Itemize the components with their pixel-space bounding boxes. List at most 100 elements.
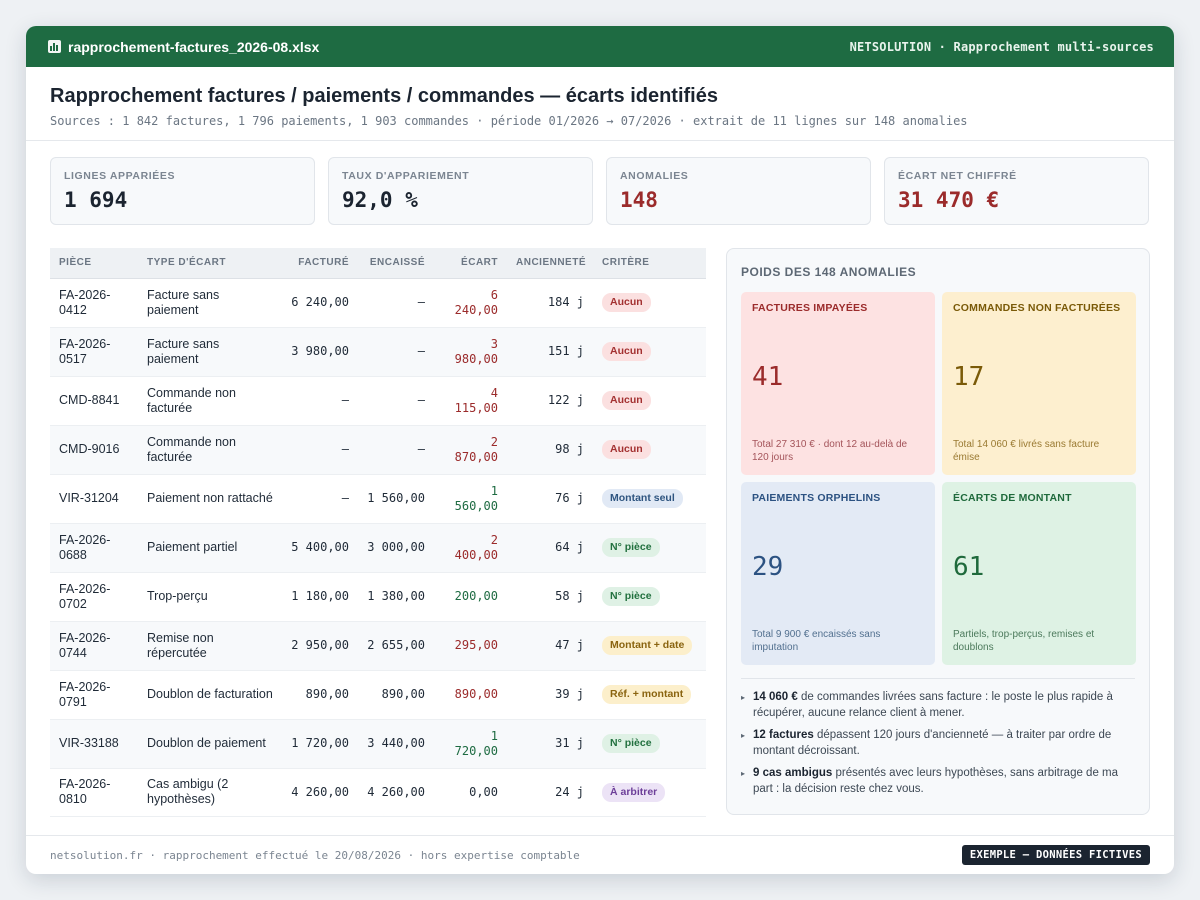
kpi-value: 148: [620, 188, 658, 212]
cell-collected: —: [358, 278, 434, 328]
insight-note: ▸ 14 060 € de commandes livrées sans fac…: [741, 690, 1135, 721]
note-emphasis: 12 factures: [753, 729, 814, 741]
sample-data-badge: EXEMPLE — DONNÉES FICTIVES: [961, 845, 1150, 865]
column-header-age[interactable]: Ancienneté: [507, 248, 593, 279]
table-row[interactable]: FA-2026-0744 Remise non répercutée 2 950,0…: [50, 621, 706, 671]
cell-type: Doublon de facturation: [138, 670, 282, 720]
kpi-card-match-rate: Taux d'appariement 92,0 %: [328, 157, 593, 225]
tile-value: 17: [953, 362, 985, 392]
column-header-gap[interactable]: Écart: [434, 248, 507, 279]
kpi-label: Lignes appariées: [64, 170, 176, 182]
tile-value: 61: [953, 552, 985, 582]
cell-piece: FA-2026-0702: [50, 572, 138, 622]
cell-gap: 0,00: [434, 768, 507, 817]
kpi-label: Taux d'appariement: [342, 170, 470, 182]
cell-piece: VIR-31204: [50, 474, 138, 524]
cell-gap: 4 115,00: [434, 376, 507, 426]
kpi-row: Lignes appariées 1 694 Taux d'appariemen…: [26, 141, 1174, 225]
criterion-badge: N° pièce: [602, 538, 660, 557]
criterion-badge: Aucun: [602, 440, 651, 459]
cell-billed: 5 400,00: [282, 523, 358, 573]
table-row[interactable]: FA-2026-0702 Trop-perçu 1 180,00 1 380,00 20…: [50, 572, 706, 622]
bullet-icon: ▸: [741, 693, 746, 702]
cell-type: Paiement partiel: [138, 523, 282, 573]
cell-criterion: Aucun: [593, 376, 706, 426]
table-row[interactable]: CMD-9016 Commande non facturée — —2 870,00 9…: [50, 425, 706, 475]
cell-criterion: À arbitrer: [593, 768, 706, 817]
tile-label: Commandes non facturées: [953, 302, 1121, 314]
tile-value: 29: [752, 552, 784, 582]
table-row[interactable]: FA-2026-0688 Paiement partiel 5 400,00 3 00…: [50, 523, 706, 573]
insight-notes: ▸ 14 060 € de commandes livrées sans fac…: [741, 678, 1135, 797]
cell-age: 47 j: [507, 621, 593, 671]
cell-criterion: Réf. + montant: [593, 670, 706, 720]
spreadsheet-window: rapprochement-factures_2026-08.xlsx NETS…: [26, 26, 1174, 874]
insight-note: ▸ 12 factures dépassent 120 jours d'anci…: [741, 728, 1135, 759]
table-row[interactable]: VIR-31204 Paiement non rattaché —1 560,00 1…: [50, 474, 706, 524]
tile-unbilled-orders: Commandes non facturées 17 Total 14 060 …: [942, 292, 1136, 475]
cell-gap: 2 400,00: [434, 523, 507, 573]
tile-orphan-payments: Paiements orphelins 29 Total 9 900 € enc…: [741, 482, 935, 665]
tile-note: Total 14 060 € livrés sans facture émise: [953, 439, 1100, 463]
cell-gap: 200,00: [434, 572, 507, 622]
cell-collected: 3 440,00: [358, 719, 434, 769]
cell-billed: 1 720,00: [282, 719, 358, 769]
table-row[interactable]: CMD-8841 Commande non facturée — —4 115,00 1…: [50, 376, 706, 426]
kpi-value: 1 694: [64, 188, 128, 212]
criterion-badge: N° pièce: [602, 587, 660, 606]
cell-age: 122 j: [507, 376, 593, 426]
tile-note: Total 27 310 € · dont 12 au-delà de 120 …: [752, 439, 908, 463]
insight-note: ▸ 9 cas ambigus présentés avec leurs hyp…: [741, 766, 1135, 797]
cell-type: Remise non répercutée: [138, 621, 282, 671]
tile-label: Paiements orphelins: [752, 492, 881, 504]
cell-piece: FA-2026-0810: [50, 768, 138, 817]
column-header-collected[interactable]: Encaissé: [358, 248, 434, 279]
kpi-label: Anomalies: [620, 170, 689, 182]
cell-collected: —: [358, 327, 434, 377]
cell-age: 31 j: [507, 719, 593, 769]
kpi-card-anomalies: Anomalies 148: [606, 157, 871, 225]
cell-billed: 3 980,00: [282, 327, 358, 377]
note-text: présentés avec leurs hypothèses, sans ar…: [753, 767, 1119, 795]
cell-gap: 1 720,00: [434, 719, 507, 769]
cell-billed: 4 260,00: [282, 768, 358, 817]
anomaly-table: Pièce Type d'écart Facturé Encaissé Écar…: [50, 248, 706, 817]
cell-collected: 890,00: [358, 670, 434, 720]
criterion-badge: N° pièce: [602, 734, 660, 753]
criterion-badge: Aucun: [602, 342, 651, 361]
column-header-billed[interactable]: Facturé: [282, 248, 358, 279]
cell-age: 39 j: [507, 670, 593, 720]
panel-title: Poids des 148 anomalies: [741, 265, 917, 279]
cell-piece: CMD-8841: [50, 376, 138, 426]
kpi-label: Écart net chiffré: [898, 170, 1017, 182]
table-row[interactable]: FA-2026-0517 Facture sans paiement 3 980,0…: [50, 327, 706, 377]
kpi-value: 92,0 %: [342, 188, 418, 212]
cell-collected: 1 380,00: [358, 572, 434, 622]
column-header-piece[interactable]: Pièce: [50, 248, 138, 279]
cell-billed: —: [282, 376, 358, 426]
cell-criterion: Montant + date: [593, 621, 706, 671]
criterion-badge: Montant + date: [602, 636, 693, 655]
bullet-icon: ▸: [741, 731, 746, 740]
cell-billed: —: [282, 425, 358, 475]
column-header-criterion[interactable]: Critère: [593, 248, 706, 279]
criterion-badge: Réf. + montant: [602, 685, 692, 704]
criterion-badge: Aucun: [602, 391, 651, 410]
table-row[interactable]: VIR-33188 Doublon de paiement 1 720,00 3 44…: [50, 719, 706, 769]
kpi-value: 31 470 €: [898, 188, 1000, 212]
cell-billed: —: [282, 474, 358, 524]
column-header-type[interactable]: Type d'écart: [138, 248, 282, 279]
cell-gap: 6 240,00: [434, 278, 507, 328]
table-row[interactable]: FA-2026-0412 Facture sans paiement 6 240,0…: [50, 278, 706, 328]
table-row[interactable]: FA-2026-0810 Cas ambigu (2 hypothèses) 4 2…: [50, 768, 706, 817]
cell-criterion: Aucun: [593, 327, 706, 377]
cell-criterion: Aucun: [593, 278, 706, 328]
cell-gap: 1 560,00: [434, 474, 507, 524]
tile-amount-gaps: Écarts de montant 61 Partiels, trop-perç…: [942, 482, 1136, 665]
table-row[interactable]: FA-2026-0791 Doublon de facturation 890,00…: [50, 670, 706, 720]
cell-collected: 3 000,00: [358, 523, 434, 573]
cell-gap: 295,00: [434, 621, 507, 671]
